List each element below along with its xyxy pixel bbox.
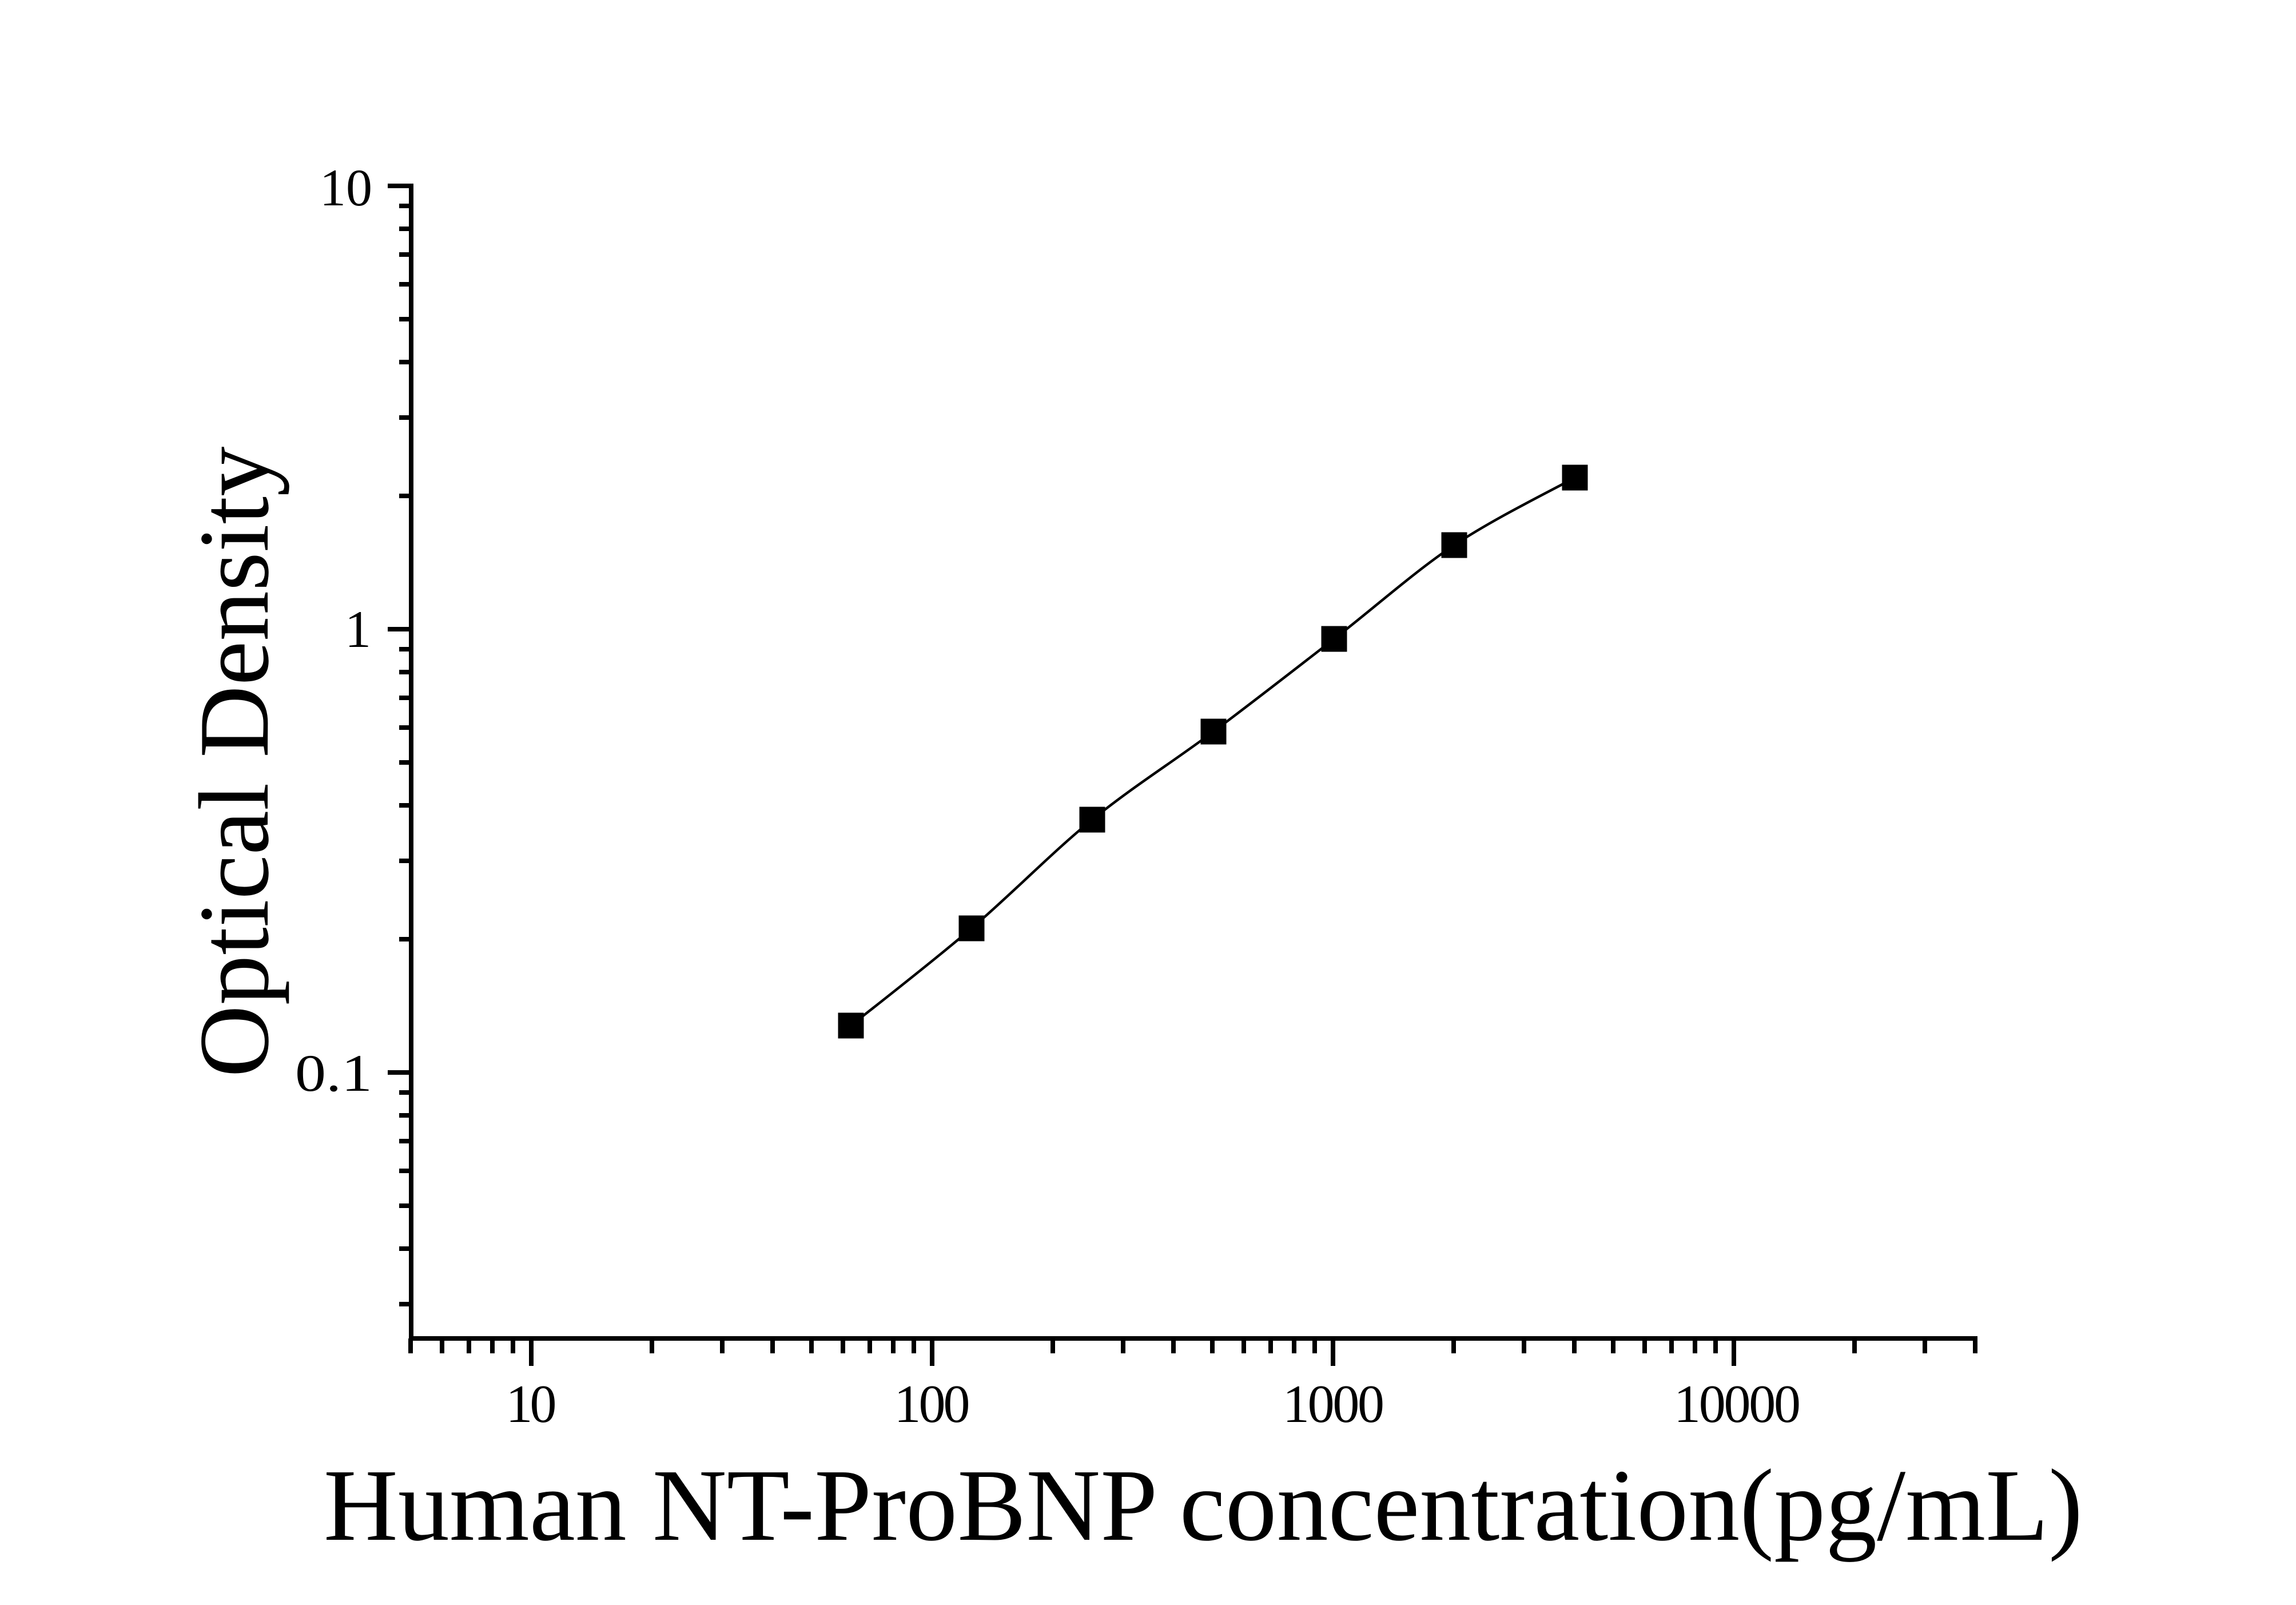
svg-text:0.1: 0.1 (295, 1044, 372, 1102)
svg-text:10000: 10000 (1674, 1374, 1801, 1434)
svg-text:Human NT-ProBNP concentration(: Human NT-ProBNP concentration(pg/mL) (324, 1448, 2083, 1562)
svg-text:10: 10 (320, 158, 372, 217)
svg-text:10: 10 (506, 1374, 557, 1434)
svg-text:100: 100 (894, 1374, 970, 1434)
svg-text:Optical Density: Optical Density (178, 446, 289, 1077)
svg-text:1: 1 (345, 600, 371, 658)
svg-text:1000: 1000 (1283, 1374, 1384, 1434)
